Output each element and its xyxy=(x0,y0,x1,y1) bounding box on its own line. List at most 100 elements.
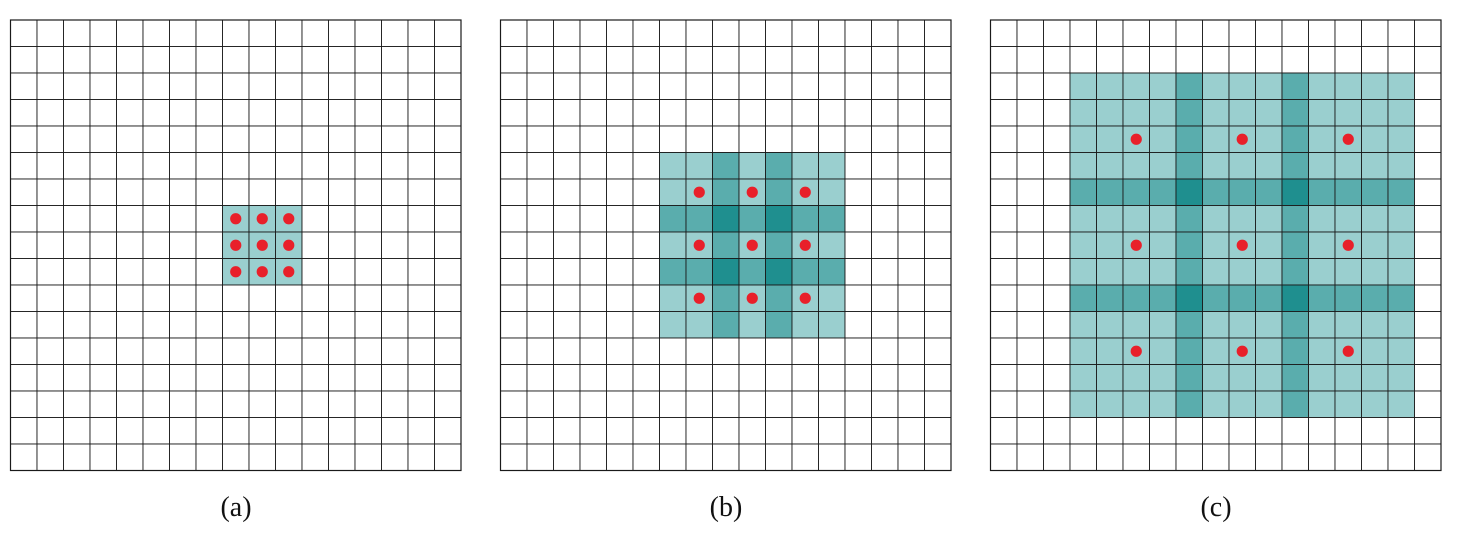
grid-cell xyxy=(354,311,382,339)
receptive-field-cell xyxy=(685,311,713,339)
grid-cell xyxy=(844,311,872,339)
grid-cell xyxy=(328,443,356,471)
grid-cell xyxy=(116,72,144,100)
receptive-field-cell xyxy=(738,152,766,180)
grid-cell xyxy=(116,443,144,471)
receptive-field-cell xyxy=(1096,205,1124,233)
grid-cell xyxy=(526,231,554,259)
receptive-field-cell xyxy=(1255,258,1283,286)
grid-cell xyxy=(301,125,329,153)
grid-cell xyxy=(381,178,409,206)
grid-cell xyxy=(579,390,607,418)
grid-cell xyxy=(500,178,528,206)
grid-cell xyxy=(526,390,554,418)
grid-cell xyxy=(818,417,846,445)
receptive-field-cell xyxy=(1361,311,1389,339)
receptive-field-cell xyxy=(248,258,276,286)
grid-cell xyxy=(36,337,64,365)
grid-cell xyxy=(142,125,170,153)
grid-cell xyxy=(407,284,435,312)
grid-cell xyxy=(632,390,660,418)
receptive-field-cell xyxy=(1228,284,1256,312)
grid-cell xyxy=(381,72,409,100)
grid-cell xyxy=(63,337,91,365)
grid-cell xyxy=(1016,284,1044,312)
grid-cell xyxy=(1202,443,1230,471)
receptive-field-cell xyxy=(1202,152,1230,180)
grid-cell xyxy=(579,364,607,392)
grid-cell xyxy=(116,311,144,339)
grid-cell xyxy=(248,99,276,127)
grid-cell xyxy=(275,99,303,127)
grid-cell xyxy=(222,364,250,392)
grid-cell xyxy=(275,311,303,339)
grid-cell xyxy=(712,19,740,47)
grid-cell xyxy=(1016,390,1044,418)
grid-cell xyxy=(275,364,303,392)
grid-cell xyxy=(526,258,554,286)
grid-cell xyxy=(712,125,740,153)
grid-cell xyxy=(659,337,687,365)
grid-cell xyxy=(1414,284,1442,312)
grid-cell xyxy=(275,72,303,100)
grid-cell xyxy=(434,152,462,180)
grid-cell xyxy=(248,390,276,418)
grid-cell xyxy=(275,152,303,180)
grid-cell xyxy=(579,125,607,153)
grid-cell xyxy=(897,99,925,127)
receptive-field-cell xyxy=(765,178,793,206)
grid-cell xyxy=(990,311,1018,339)
grid-cell xyxy=(169,231,197,259)
grid-cell xyxy=(632,443,660,471)
grid-cell xyxy=(354,72,382,100)
grid-cell xyxy=(924,364,952,392)
receptive-field-cell xyxy=(1202,72,1230,100)
grid-cell xyxy=(1228,19,1256,47)
grid-cell xyxy=(1414,46,1442,74)
grid-cell xyxy=(275,178,303,206)
grid-cell xyxy=(1414,364,1442,392)
receptive-field-cell xyxy=(1175,152,1203,180)
grid-cell xyxy=(712,99,740,127)
grid-cell xyxy=(871,258,899,286)
grid-cell xyxy=(897,152,925,180)
grid-cell xyxy=(1414,443,1442,471)
grid-cell xyxy=(222,178,250,206)
grid-cell xyxy=(328,258,356,286)
grid-cell xyxy=(738,443,766,471)
receptive-field-cell xyxy=(1281,231,1309,259)
grid-cell xyxy=(275,46,303,74)
grid-cell xyxy=(871,231,899,259)
grid-cell xyxy=(990,205,1018,233)
grid-cell xyxy=(844,443,872,471)
grid-cell xyxy=(659,390,687,418)
grid-cell xyxy=(765,364,793,392)
grid-cell xyxy=(738,72,766,100)
grid-cell xyxy=(89,258,117,286)
receptive-field-cell xyxy=(1122,364,1150,392)
grid-cell xyxy=(381,390,409,418)
grid-cell xyxy=(990,231,1018,259)
grid-cell xyxy=(844,284,872,312)
grid-cell xyxy=(1175,443,1203,471)
grid-cell xyxy=(1281,46,1309,74)
receptive-field-cell xyxy=(1202,311,1230,339)
grid-cell xyxy=(500,19,528,47)
grid-cell xyxy=(328,19,356,47)
kernel-sample-dot xyxy=(283,213,295,225)
grid-cell xyxy=(1175,19,1203,47)
grid-cell xyxy=(553,284,581,312)
grid-cell xyxy=(553,72,581,100)
grid-cell xyxy=(116,258,144,286)
grid-cell xyxy=(579,19,607,47)
grid-cell xyxy=(606,152,634,180)
grid-cell xyxy=(10,417,38,445)
grid-cell xyxy=(1122,443,1150,471)
receptive-field-cell xyxy=(1122,258,1150,286)
grid-cell xyxy=(897,46,925,74)
receptive-field-cell xyxy=(1096,337,1124,365)
receptive-field-cell xyxy=(1308,205,1336,233)
grid-cell xyxy=(63,46,91,74)
grid-cell xyxy=(500,417,528,445)
